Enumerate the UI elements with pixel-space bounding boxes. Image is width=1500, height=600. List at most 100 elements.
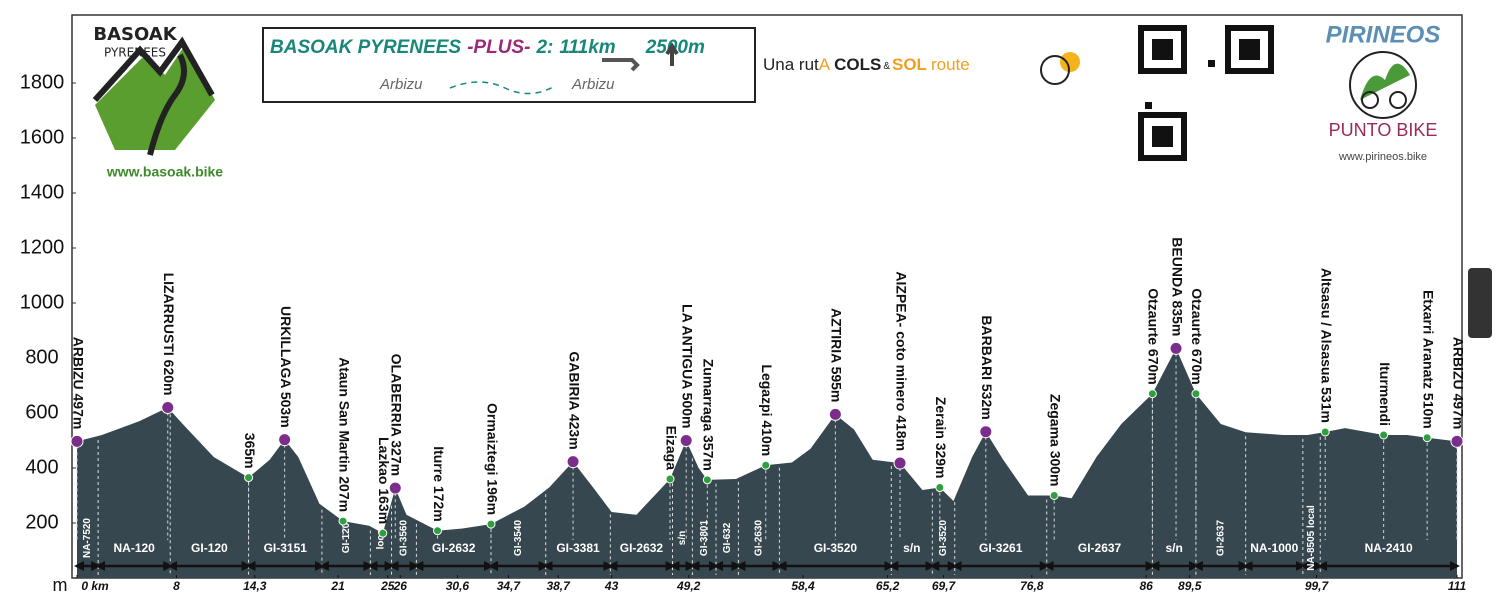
waypoint-marker <box>1450 434 1464 448</box>
x-tick-label: 111 <box>1448 579 1467 593</box>
waypoint-label: Ormaiztegi 196m <box>484 403 500 515</box>
waypoint-label: LA ANTIGUA 500m <box>679 304 695 428</box>
waypoint-marker <box>433 526 443 536</box>
title-number: 2: <box>535 37 553 58</box>
x-tick-label: 89,5 <box>1178 579 1202 593</box>
y-tick-label: 600 <box>25 401 58 423</box>
road-label: GI-2637 <box>1078 541 1122 555</box>
x-tick-label: 26 <box>393 579 408 593</box>
x-tick-label: 0 km <box>81 579 109 593</box>
road-label: GI-3520 <box>814 541 858 555</box>
waypoint-label: Iturre 172m <box>431 446 447 521</box>
waypoint-marker <box>828 407 842 421</box>
tagline-part: & <box>883 61 890 72</box>
road-label: NA-2410 <box>1365 541 1413 555</box>
title-distance: 111km <box>559 37 615 58</box>
road-label: GI-3520 <box>938 519 949 556</box>
waypoint-label: Eizaga <box>663 426 679 471</box>
tagline-part: SOL <box>892 55 927 74</box>
y-tick-label: 1400 <box>20 181 65 203</box>
tagline: Una rutA COLS & SOL route <box>763 55 970 74</box>
qr-finder <box>1138 112 1187 161</box>
x-tick-label: 49,2 <box>676 579 701 593</box>
waypoint-marker <box>278 433 292 447</box>
y-axis-label: m <box>53 575 68 595</box>
road-label: NA-8505 local <box>1306 505 1317 571</box>
qr-finder <box>1152 39 1173 60</box>
title-edition: -PLUS- <box>467 37 530 58</box>
x-tick-label: 58,4 <box>791 579 815 593</box>
logo-title: BASOAK <box>93 24 177 45</box>
route-title: BASOAK PYRENEES -PLUS- 2: 111km 2500m <box>270 37 705 58</box>
title-name: BASOAK PYRENEES <box>270 37 461 58</box>
waypoint-label: 365m <box>242 433 258 469</box>
sun-icon <box>1040 52 1080 85</box>
waypoint-marker <box>1147 389 1157 399</box>
y-tick-label: 200 <box>25 511 58 533</box>
qr-finder <box>1152 126 1173 147</box>
qr-finder <box>1138 25 1187 74</box>
qr-cell <box>1208 60 1215 67</box>
tagline-part: COLS <box>834 55 881 74</box>
waypoint-label: URKILLAGA 503m <box>278 306 294 428</box>
waypoint-label: Iturmendi <box>1377 362 1393 426</box>
route-line <box>449 81 556 95</box>
waypoint-marker <box>1320 427 1330 437</box>
x-tick-label: 8 <box>173 579 180 593</box>
road-label: NA-120 <box>114 541 156 555</box>
road-label: s/n <box>903 541 920 555</box>
elevation-area <box>77 348 1457 578</box>
road-label: GI-120 <box>341 522 352 553</box>
waypoint-marker <box>1191 389 1201 399</box>
waypoint-marker <box>244 473 254 483</box>
road-label: GI-3560 <box>399 519 410 556</box>
x-tick-label: 69,7 <box>932 579 957 593</box>
waypoint-marker <box>665 474 675 484</box>
road-label: GI-2632 <box>432 541 476 555</box>
road-label: NA-7520 <box>82 518 93 558</box>
waypoint-label: GABIRIA 423m <box>566 351 582 449</box>
x-tick-label: 76,8 <box>1020 579 1044 593</box>
waypoint-marker <box>702 475 712 485</box>
road-label: GI-2630 <box>754 519 765 556</box>
waypoint-label: BEUNDA 835m <box>1169 237 1185 336</box>
waypoint-marker <box>388 481 402 495</box>
road-label: GI-3151 <box>264 541 308 555</box>
waypoint-marker <box>893 456 907 470</box>
waypoint-marker <box>338 516 348 526</box>
y-tick-label: 400 <box>25 456 58 478</box>
qr-cell <box>1145 102 1152 109</box>
waypoint-label: BARBARI 532m <box>979 315 995 419</box>
waypoint-marker <box>378 528 388 538</box>
waypoint-marker <box>979 425 993 439</box>
x-tick-label: 30,6 <box>446 579 470 593</box>
waypoint-marker <box>1422 433 1432 443</box>
x-tick-label: 86 <box>1140 579 1154 593</box>
start-town: Arbizu <box>379 76 423 93</box>
qr-finder <box>1225 25 1274 74</box>
road-label: s/n <box>1165 541 1182 555</box>
qr-finder <box>1239 39 1260 60</box>
y-tick-label: 1200 <box>20 236 65 258</box>
waypoint-label: ARBIZU 497m <box>1450 337 1466 430</box>
waypoint-marker <box>1379 430 1389 440</box>
y-tick-label: 1000 <box>20 291 65 313</box>
y-tick-label: 1600 <box>20 126 65 148</box>
waypoint-marker <box>566 455 580 469</box>
waypoint-label: AZTIRIA 595m <box>829 308 845 402</box>
road-label: NA-1000 <box>1250 541 1298 555</box>
road-label: s/n <box>677 531 688 545</box>
waypoint-marker <box>761 460 771 470</box>
waypoint-label: Legazpi 410m <box>759 364 775 456</box>
waypoint-marker <box>1049 491 1059 500</box>
x-tick-label: 34,7 <box>497 579 522 593</box>
tagline-part: Una rut <box>763 55 819 74</box>
road-label: GI-3801 <box>699 519 710 556</box>
y-tick-label: 1800 <box>20 71 65 93</box>
waypoint-label: Zerain 329m <box>933 397 949 479</box>
waypoint-label: Lazkao 163m <box>376 437 392 524</box>
waypoint-label: Etxarri Aranatz 510m <box>1420 290 1436 429</box>
x-tick-label: 21 <box>330 579 345 593</box>
road-label: GI-2632 <box>620 541 664 555</box>
